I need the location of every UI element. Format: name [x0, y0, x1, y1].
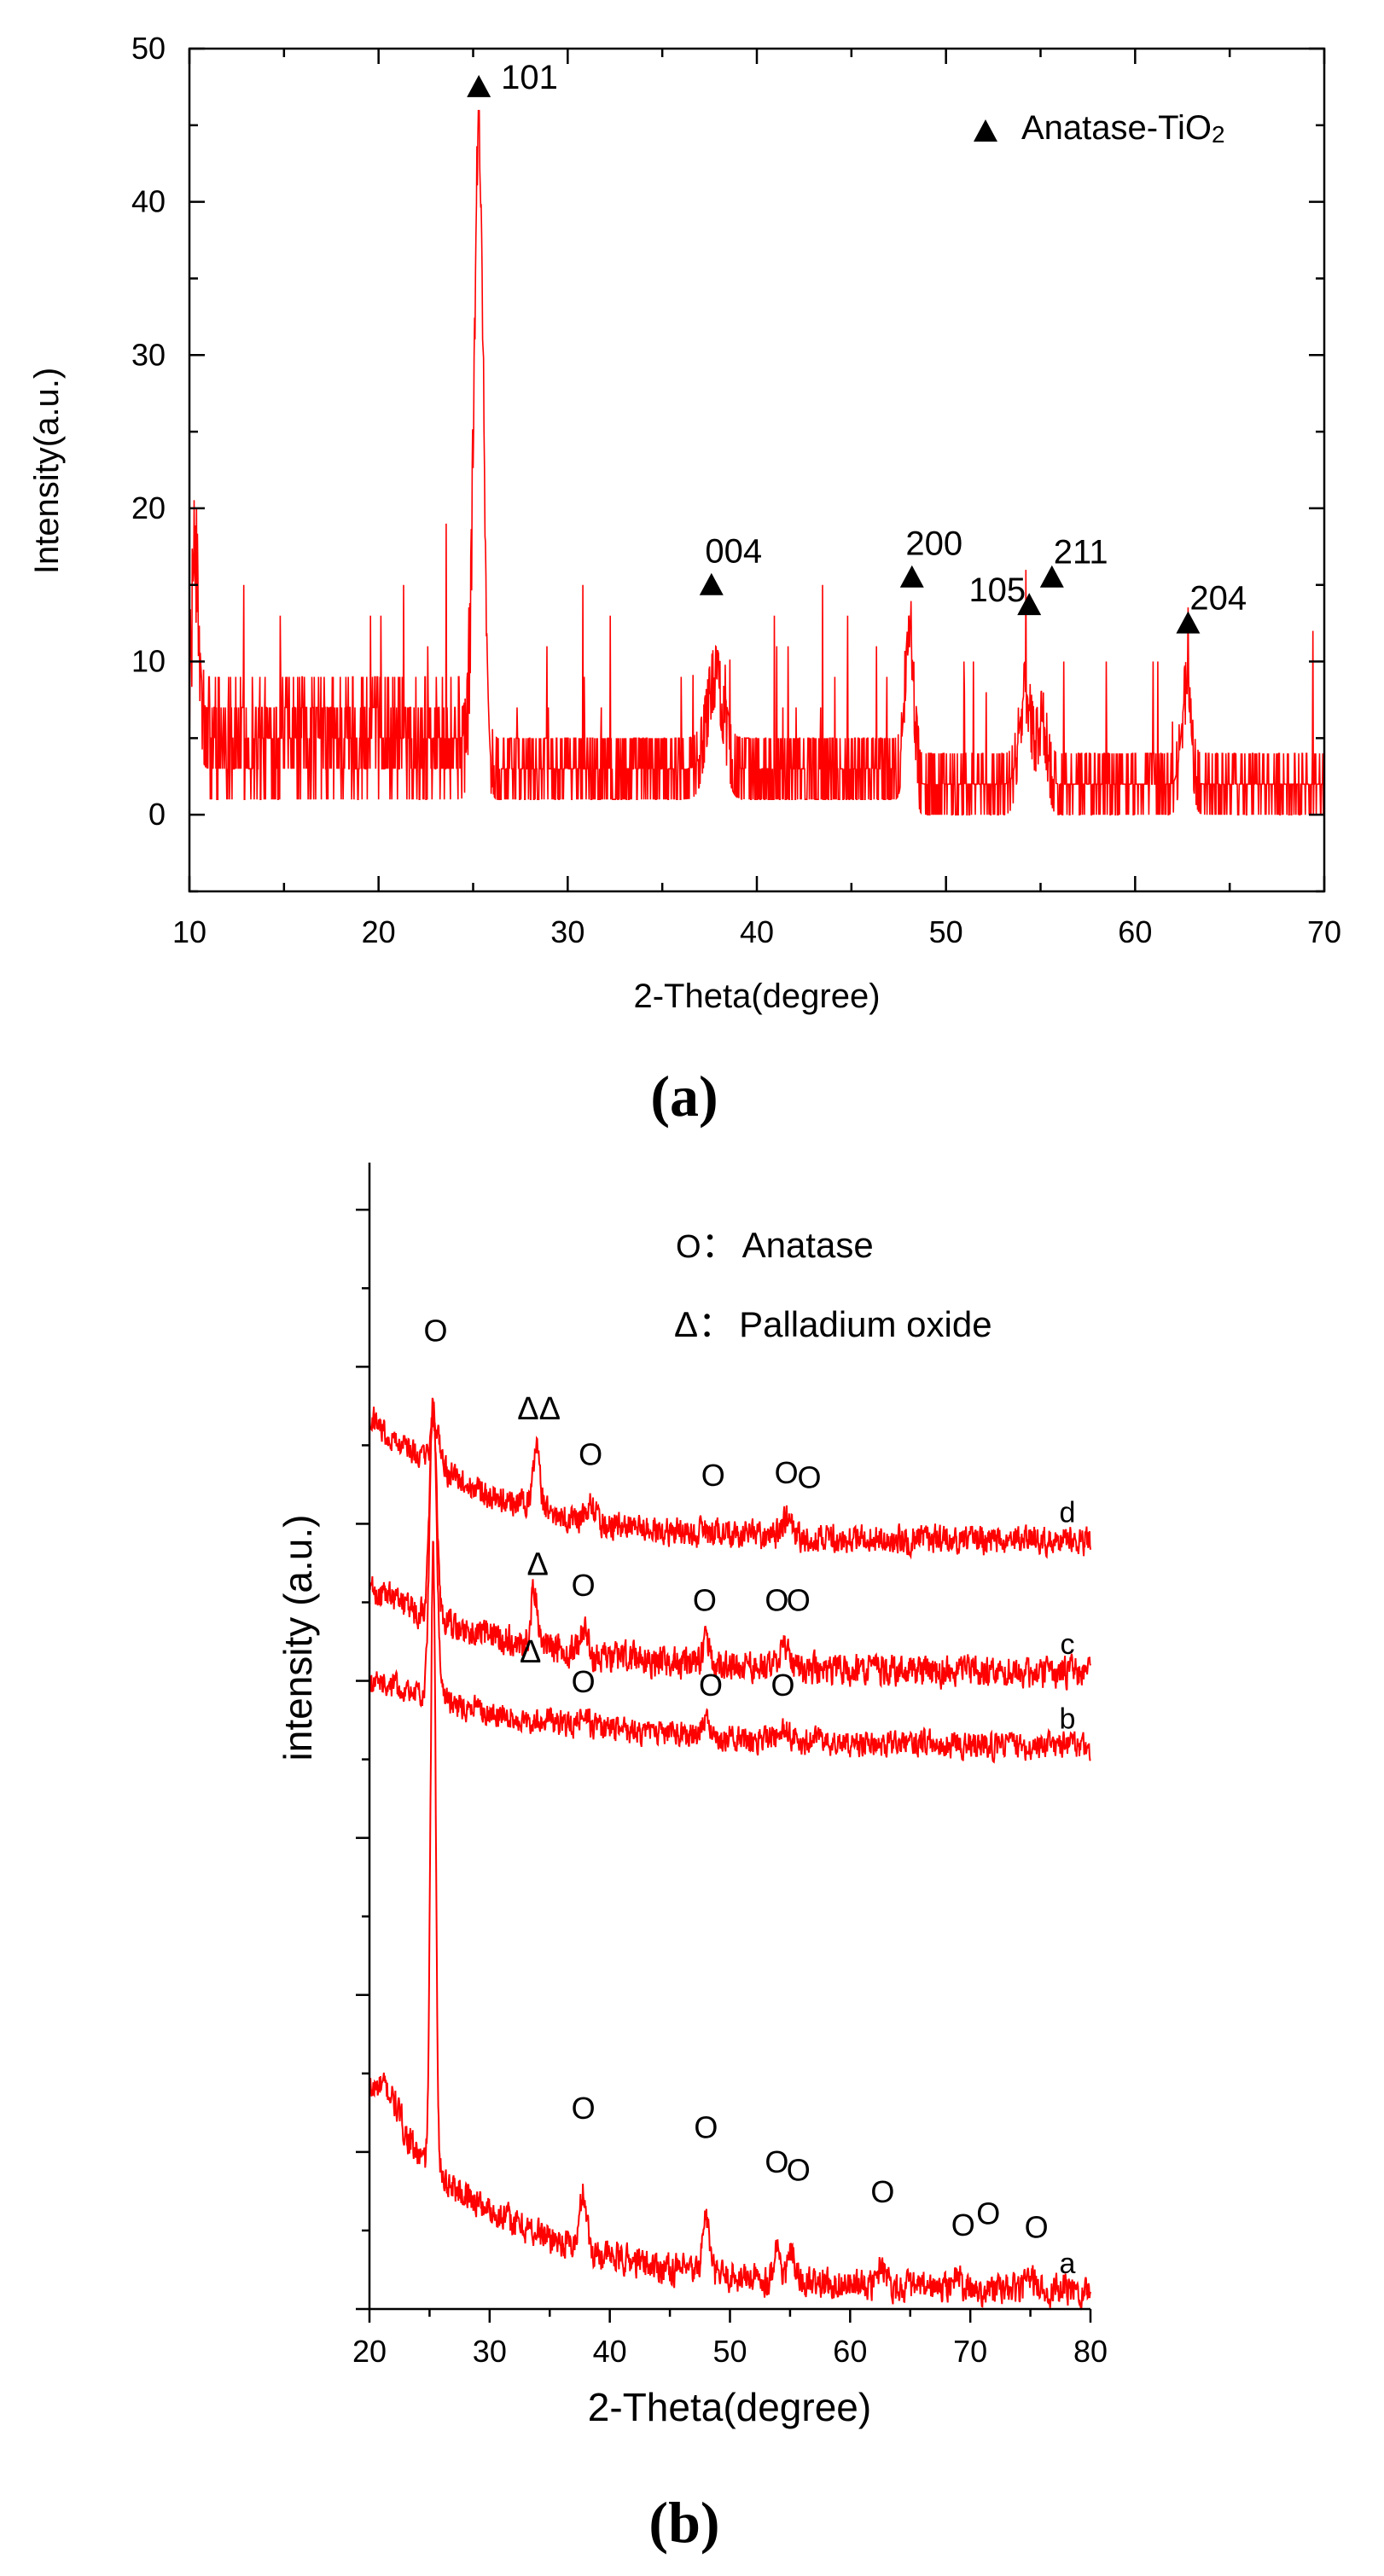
chart-a-legend: Anatase-TiO2 [974, 109, 1225, 148]
chart-a-legend-label: Anatase-TiO2 [1021, 109, 1225, 148]
chart-a-x-tick-label: 20 [362, 914, 396, 949]
panel-label-a: (a) [650, 1064, 718, 1128]
anatase-marker: O [572, 1568, 596, 1603]
chart-b-series-line-b [369, 1397, 1091, 1764]
chart-b-x-tick-label: 50 [712, 2334, 747, 2369]
peak-label: 200 [905, 525, 962, 563]
chart-b-series-label: a [1060, 2248, 1076, 2280]
chart-a-x-tick-label: 30 [550, 914, 584, 949]
peak-label: 204 [1189, 580, 1247, 618]
chart-a-y-tick-label: 40 [131, 184, 166, 219]
anatase-marker: O [765, 2144, 788, 2179]
peak-triangle-icon [899, 565, 924, 588]
anatase-marker: O [797, 1460, 821, 1495]
chart-a-y-tick-label: 20 [131, 490, 166, 525]
chart-b-series-line-a [369, 1540, 1091, 2311]
anatase-marker: O [1025, 2210, 1049, 2245]
chart-b-legend: O： Anatase Δ： Palladium oxide [674, 1225, 992, 1344]
peak-triangle-icon [1017, 593, 1042, 616]
chart-b-x-tick-label: 40 [593, 2334, 627, 2369]
chart-b-series-label: b [1060, 1703, 1076, 1735]
chart-b-x-tick-label: 70 [953, 2334, 987, 2369]
anatase-marker: O [694, 2110, 718, 2145]
palladium-oxide-marker: ΔΔ [517, 1391, 561, 1427]
chart-b-series-label: c [1061, 1628, 1075, 1661]
peak-label: 211 [1054, 534, 1108, 571]
chart-b-trace-layer [369, 1397, 1091, 2311]
anatase-marker: O [787, 1582, 811, 1617]
chart-a-x-tick-label: 70 [1307, 914, 1341, 949]
peak-triangle-icon [467, 74, 491, 97]
chart-b-y-axis-label: intensity (a.u.) [276, 1515, 320, 1761]
chart-b-x-tick-label: 60 [833, 2334, 867, 2369]
legend-entry-palladium-oxide: Δ： Palladium oxide [674, 1304, 992, 1344]
chart-b-x-tick-label: 80 [1073, 2334, 1108, 2369]
chart-a-ticks [188, 47, 1326, 893]
anatase-marker: O [775, 1455, 799, 1490]
chart-b-series-label: d [1060, 1497, 1076, 1529]
anatase-marker: O [870, 2174, 894, 2209]
chart-a-trace-layer [189, 109, 1324, 816]
chart-a-y-tick-label: 10 [131, 644, 166, 679]
peak-triangle-icon [1176, 611, 1201, 634]
legend-entry-anatase: O： Anatase [676, 1225, 874, 1265]
chart-a-y-tick-label: 0 [148, 797, 166, 832]
chart-b-x-axis-label: 2-Theta(degree) [588, 2385, 871, 2429]
peak-label: 101 [501, 59, 558, 96]
anatase-marker: O [579, 1437, 602, 1472]
chart-b-ticks [356, 1208, 1092, 2323]
anatase-marker: O [701, 1458, 725, 1493]
chart-a-y-tick-label: 50 [131, 31, 166, 66]
chart-a-y-tick-label: 30 [131, 337, 166, 372]
chart-a-x-tick-label: 50 [929, 914, 963, 949]
chart-a-x-tick-label: 40 [740, 914, 774, 949]
peak-label: 105 [968, 571, 1026, 609]
anatase-marker: O [693, 1582, 717, 1617]
peak-triangle-icon [699, 572, 724, 595]
anatase-marker: O [765, 1582, 788, 1617]
anatase-marker: O [572, 2091, 596, 2126]
anatase-marker: O [787, 2152, 811, 2187]
chart-b-x-tick-label: 30 [473, 2334, 507, 2369]
chart-b-series-line-d [369, 1407, 1091, 1560]
anatase-marker: O [423, 1314, 447, 1349]
chart-a-x-tick-label: 60 [1118, 914, 1152, 949]
anatase-marker: O [699, 1668, 723, 1703]
peak-triangle-icon [1039, 565, 1064, 588]
chart-a-x-axis-label: 2-Theta(degree) [633, 978, 880, 1015]
chart-b-tick-labels: 20 30 40 50 60 70 80 [352, 2334, 1108, 2369]
chart-b-series-labels: a b c d [1060, 1497, 1076, 2280]
panel-label-b: (b) [648, 2490, 719, 2555]
chart-b-series-line-c [369, 1400, 1091, 1691]
anatase-marker: O [572, 1664, 596, 1699]
chart-b-x-tick-label: 20 [352, 2334, 387, 2369]
chart-a-y-axis-label: Intensity(a.u.) [28, 368, 66, 574]
palladium-oxide-marker: Δ [526, 1547, 548, 1583]
legend-triangle-icon [974, 119, 997, 142]
chart-a-x-tick-label: 10 [172, 914, 206, 949]
anatase-marker: O [976, 2196, 1000, 2231]
anatase-marker: O [771, 1668, 794, 1703]
peak-label: 004 [705, 533, 762, 571]
palladium-oxide-marker: Δ [520, 1634, 541, 1670]
chart-a-series-line [189, 109, 1324, 816]
anatase-marker: O [951, 2208, 975, 2242]
chart-a-tick-labels: 10 20 30 40 50 60 70 0 10 20 30 40 50 [131, 31, 1341, 949]
